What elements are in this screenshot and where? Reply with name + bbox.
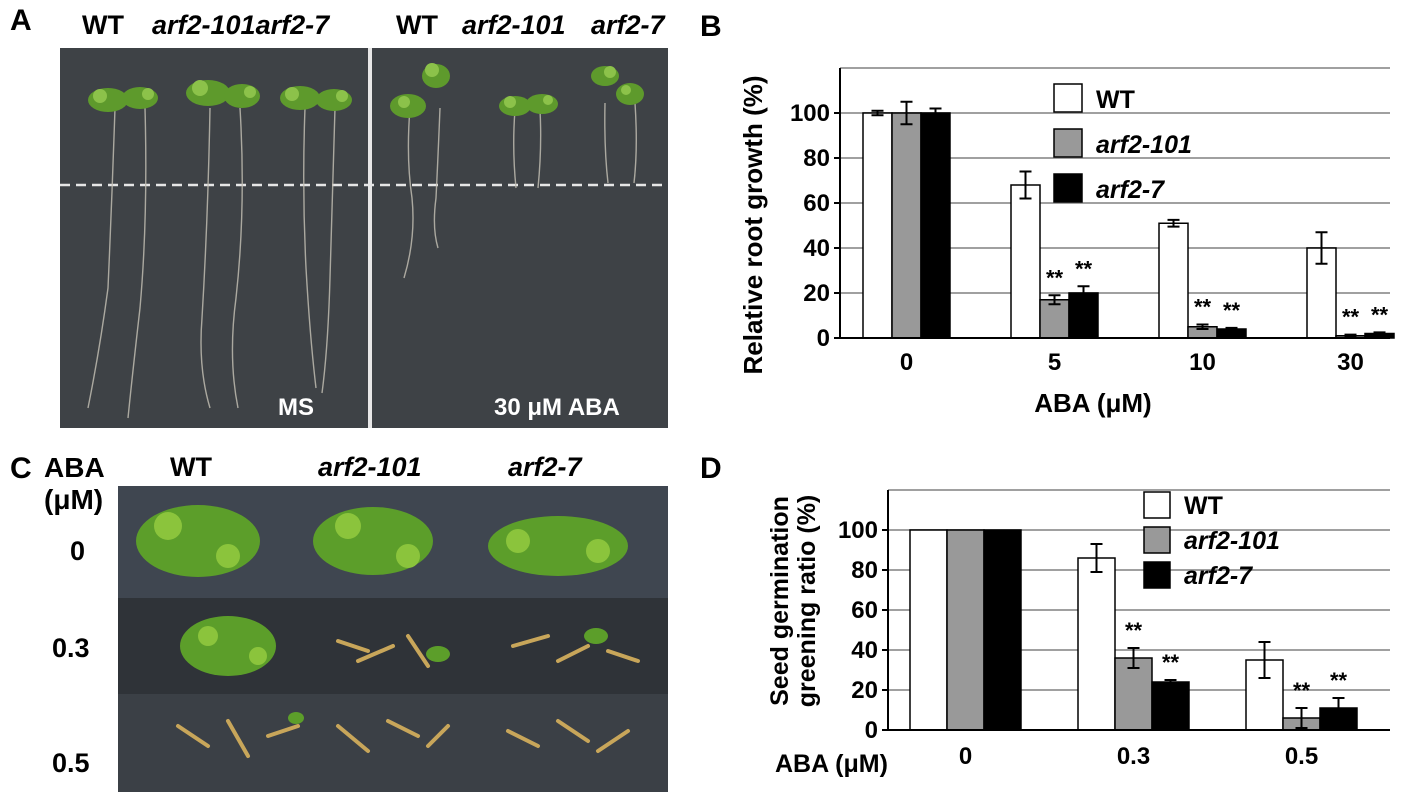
chart-b-y-axis-title: Relative root growth (%) [738, 75, 768, 374]
panel-c-row-0: 0 [70, 536, 86, 566]
panel-a-seedlings [60, 48, 668, 428]
chart-d-significance: ** ** ** ** [1125, 618, 1348, 703]
panel-a-header-arf2-7: arf2-7 [591, 10, 665, 40]
y-tick-label: 60 [803, 190, 830, 217]
chart-d-x-ticks: 0 0.3 0.5 [959, 743, 1318, 770]
panel-c-unit-header: (μM) [44, 484, 104, 515]
y-tick-label: 80 [803, 145, 830, 172]
panel-a-aba-label: 30 μM ABA [494, 394, 620, 421]
bar-wt-10 [1158, 222, 1189, 339]
legend-swatch [1053, 173, 1083, 203]
chart-d-legend: WT arf2-101 arf2-7 [1143, 491, 1280, 590]
x-tick-label: 30 [1337, 349, 1364, 376]
significance-mark: ** [1194, 295, 1212, 320]
significance-mark: ** [1125, 618, 1143, 643]
chart-b-legend: WT arf2-101 arf2-7 [1053, 83, 1192, 204]
y-tick-label: 80 [851, 557, 878, 584]
chart-b-x-ticks: 0 5 10 30 [900, 349, 1364, 376]
chart-b-x-axis-title: ABA (μM) [1034, 388, 1151, 418]
panel-a-seedling-photo: MS 30 μM ABA [60, 48, 668, 428]
panel-a-header-wt-1: WT [82, 10, 124, 40]
x-tick-label: 0 [900, 349, 913, 376]
y-tick-label: 20 [803, 280, 830, 307]
panel-d-letter: D [700, 452, 722, 485]
significance-mark: ** [1371, 302, 1389, 327]
legend-swatch [1143, 526, 1171, 554]
y-tick-label: 20 [851, 677, 878, 704]
panel-a-header-wt-2: WT [396, 10, 438, 40]
y-tick-label: 40 [851, 637, 878, 664]
panel-a-letter: A [10, 4, 32, 37]
legend-label: WT [1184, 492, 1223, 520]
panel-c-germination-photo [118, 486, 668, 792]
legend-label: arf2-101 [1096, 131, 1192, 159]
legend-label: arf2-7 [1096, 176, 1165, 204]
bar-wt-0 [862, 112, 893, 339]
chart-d-y-ticks: 0 20 40 60 80 100 [838, 517, 888, 744]
chart-b: ** ** ** ** ** ** 0 20 40 60 80 100 0 5 10 30 WT arf2-… [738, 67, 1395, 418]
panel-c-aba-header: ABA [44, 452, 105, 483]
panel-a-ms-label: MS [278, 394, 314, 421]
significance-mark: ** [1162, 650, 1180, 675]
significance-mark: ** [1046, 265, 1064, 290]
chart-d-y-axis-title-line1: Seed germination [766, 496, 794, 706]
bar-arf2-101-0 [946, 529, 985, 731]
legend-swatch [1053, 83, 1083, 113]
bar-arf2-101-0 [891, 112, 922, 339]
panel-a-header-arf2-101: arf2-101 [462, 10, 566, 40]
bar-wt-5 [1010, 184, 1041, 339]
legend-label: arf2-101 [1184, 527, 1280, 555]
panel-c-row-0-5: 0.5 [52, 748, 90, 778]
bar-wt-0 [909, 529, 948, 731]
x-tick-label: 10 [1189, 349, 1216, 376]
bar-arf2-101-5 [1039, 299, 1070, 339]
panel-a-header-double-mutant: arf2-101arf2-7 [152, 10, 330, 40]
legend-swatch [1143, 491, 1171, 519]
significance-mark: ** [1342, 305, 1360, 330]
legend-swatch [1143, 561, 1171, 589]
bar-arf2-7-0 [920, 112, 951, 339]
chart-d-error-bars [1090, 543, 1345, 729]
significance-mark: ** [1293, 678, 1311, 703]
panel-c-header-wt: WT [170, 452, 212, 482]
chart-b-significance: ** ** ** ** ** ** [1046, 256, 1389, 329]
panel-c-header-arf2-7: arf2-7 [508, 452, 582, 482]
chart-b-bars [862, 112, 1395, 339]
legend-label: arf2-7 [1184, 562, 1253, 590]
significance-mark: ** [1330, 668, 1348, 693]
chart-b-error-bars [871, 100, 1386, 338]
legend-label: WT [1096, 86, 1135, 114]
significance-mark: ** [1223, 298, 1241, 323]
x-tick-label: 0.3 [1117, 743, 1150, 770]
legend-swatch [1053, 128, 1083, 158]
panel-c-header-arf2-101: arf2-101 [318, 452, 422, 482]
bar-wt-0-3 [1077, 557, 1116, 731]
y-tick-label: 40 [803, 235, 830, 262]
y-tick-label: 0 [817, 325, 830, 352]
panel-c-seedlings [118, 486, 668, 792]
panel-b-letter: B [700, 10, 722, 43]
panel-c-row-0-3: 0.3 [52, 633, 90, 663]
panel-c-letter: C [10, 452, 32, 485]
bar-arf2-7-0 [983, 529, 1022, 731]
x-tick-label: 0.5 [1285, 743, 1318, 770]
significance-mark: ** [1075, 256, 1093, 281]
y-tick-label: 100 [838, 517, 878, 544]
chart-d-x-axis-title: ABA (μM) [775, 750, 888, 778]
x-tick-label: 5 [1048, 349, 1061, 376]
chart-d-y-axis-title-line2: greening ratio (%) [793, 495, 821, 708]
bar-arf2-7-0-3 [1151, 681, 1190, 731]
y-tick-label: 100 [790, 100, 830, 127]
x-tick-label: 0 [959, 743, 972, 770]
chart-b-y-ticks: 0 20 40 60 80 100 [790, 100, 840, 352]
y-tick-label: 60 [851, 597, 878, 624]
y-tick-label: 0 [865, 717, 878, 744]
chart-d: ** ** ** ** 0 20 40 60 80 100 0 0.3 0.5 WT arf2-101… [766, 489, 1390, 778]
